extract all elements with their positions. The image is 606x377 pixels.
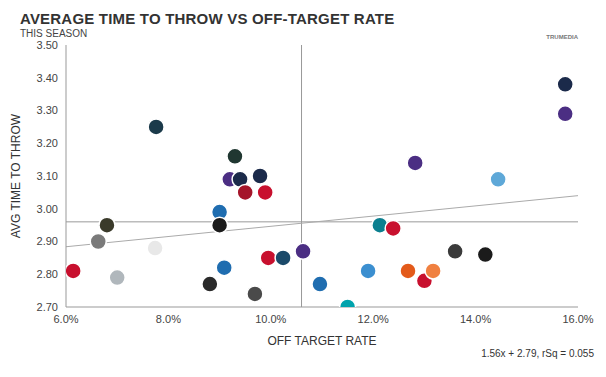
svg-text:6.0%: 6.0%	[53, 313, 78, 325]
svg-text:3.20: 3.20	[37, 137, 58, 149]
html-text:TRUMEDIA: TRUMEDIA	[546, 34, 578, 40]
html-text:THIS SEASON: THIS SEASON	[20, 28, 88, 39]
svg-text:AVG TIME TO THROW: AVG TIME TO THROW	[9, 113, 23, 238]
svg-text:12.0%: 12.0%	[358, 313, 389, 325]
svg-text:2.90: 2.90	[37, 235, 58, 247]
html-text:1.56x + 2.79, rSq = 0.055: 1.56x + 2.79, rSq = 0.055	[481, 348, 594, 359]
svg-text:3.50: 3.50	[37, 39, 58, 51]
svg-text:OFF TARGET RATE: OFF TARGET RATE	[267, 334, 376, 348]
svg-text:10.0%: 10.0%	[255, 313, 286, 325]
svg-text:3.40: 3.40	[37, 72, 58, 84]
svg-text:2.70: 2.70	[37, 301, 58, 313]
svg-text:3.00: 3.00	[37, 203, 58, 215]
svg-text:3.10: 3.10	[37, 170, 58, 182]
svg-text:14.0%: 14.0%	[460, 313, 491, 325]
svg-text:3.30: 3.30	[37, 104, 58, 116]
svg-text:8.0%: 8.0%	[156, 313, 181, 325]
svg-text:2.80: 2.80	[37, 268, 58, 280]
svg-text:16.0%: 16.0%	[562, 313, 593, 325]
html-text:AVERAGE TIME TO THROW VS OFF-T: AVERAGE TIME TO THROW VS OFF-TARGET RATE	[20, 10, 395, 27]
